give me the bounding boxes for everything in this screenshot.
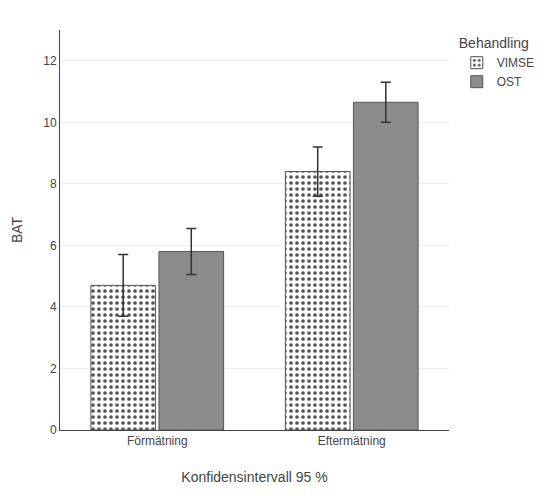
- svg-text:8: 8: [50, 177, 57, 191]
- svg-text:Behandling: Behandling: [459, 35, 529, 51]
- svg-text:Eftermätning: Eftermätning: [318, 434, 386, 448]
- svg-text:Konfidensintervall 95 %: Konfidensintervall 95 %: [181, 469, 327, 485]
- svg-text:2: 2: [50, 362, 57, 376]
- svg-text:Förmätning: Förmätning: [127, 434, 188, 448]
- svg-text:6: 6: [50, 239, 57, 253]
- svg-text:BAT: BAT: [9, 216, 25, 243]
- svg-text:OST: OST: [497, 75, 522, 89]
- svg-text:4: 4: [50, 300, 57, 314]
- svg-text:VIMSE: VIMSE: [497, 56, 534, 70]
- svg-text:12: 12: [43, 54, 57, 68]
- svg-text:0: 0: [50, 423, 57, 437]
- svg-text:10: 10: [43, 116, 57, 130]
